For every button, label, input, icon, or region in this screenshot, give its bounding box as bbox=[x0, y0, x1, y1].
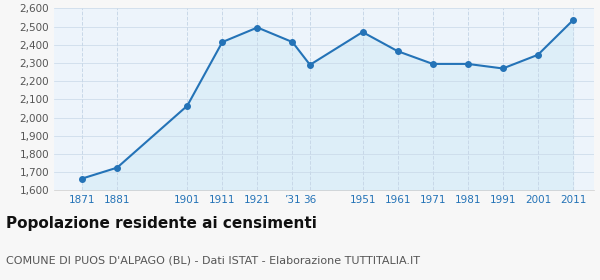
Text: COMUNE DI PUOS D'ALPAGO (BL) - Dati ISTAT - Elaborazione TUTTITALIA.IT: COMUNE DI PUOS D'ALPAGO (BL) - Dati ISTA… bbox=[6, 255, 420, 265]
Text: Popolazione residente ai censimenti: Popolazione residente ai censimenti bbox=[6, 216, 317, 231]
